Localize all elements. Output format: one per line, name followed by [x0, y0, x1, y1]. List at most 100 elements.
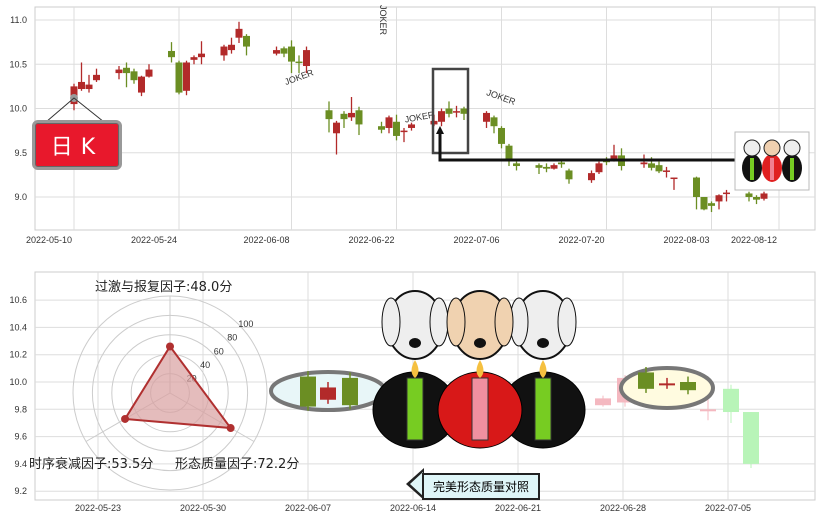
radar-polygon [123, 344, 233, 430]
candle-body [543, 166, 550, 169]
candle-body [483, 112, 490, 122]
joker-watermark: JOKER [378, 5, 388, 36]
badge-string [45, 97, 105, 123]
flame-icon [539, 360, 547, 378]
flame-icon [476, 360, 484, 378]
candle-body [565, 170, 573, 180]
y-tick-label: 9.2 [14, 486, 27, 496]
candle-body [498, 127, 505, 144]
dog-ear-icon [381, 297, 401, 347]
plot-area [34, 6, 816, 231]
y-tick-label: 10.6 [9, 295, 27, 305]
candle-body [745, 193, 753, 197]
candle-body [183, 62, 190, 91]
radar-point [226, 424, 235, 433]
candle-body [453, 111, 460, 113]
x-tick-label: 2022-07-20 [558, 235, 604, 245]
x-tick-label: 2022-06-28 [600, 503, 646, 513]
radar-ring-label: 60 [214, 346, 224, 356]
candle-body [355, 110, 363, 125]
candle-body [280, 48, 288, 54]
dog-head-icon [743, 139, 761, 157]
candle-body [85, 84, 93, 90]
x-tick-label: 2022-06-08 [243, 235, 289, 245]
candle-icon [750, 158, 754, 180]
candle-body [130, 71, 138, 81]
dog-nose-icon [537, 338, 549, 348]
candle-icon [406, 377, 424, 441]
candle-body [655, 165, 663, 172]
candle-body [385, 117, 393, 128]
candle-body [348, 112, 355, 118]
y-tick-label: 9.4 [14, 459, 27, 469]
candle-body [145, 69, 153, 77]
candle-body [700, 197, 708, 210]
x-tick-label: 2022-06-14 [390, 503, 436, 513]
candle-body [303, 50, 310, 67]
y-tick-label: 9.5 [14, 148, 27, 158]
x-tick-label: 2022-06-07 [285, 503, 331, 513]
candle-body [753, 197, 760, 200]
candle-body [325, 110, 333, 120]
candle-body [340, 113, 348, 120]
arrow-up-icon [436, 126, 444, 134]
candle-body [115, 69, 123, 74]
highlight-box [431, 67, 470, 155]
candle-body [438, 111, 445, 122]
dog-nose-icon [409, 338, 421, 348]
daily-k-badge: 日K [32, 120, 122, 170]
dog-ear-icon [494, 297, 514, 347]
candle-body [288, 46, 295, 62]
dog-head-icon [763, 139, 781, 157]
candle-body [235, 28, 243, 38]
perfect-pattern-compare-button[interactable]: 完美形态质量对照 [422, 473, 540, 500]
candle-body [220, 46, 228, 56]
candle-body [228, 44, 235, 51]
candle-body [693, 177, 700, 197]
x-tick-label: 2022-06-22 [348, 235, 394, 245]
radar-label-time-decay: 时序衰减因子:53.5分 [29, 457, 154, 472]
dog-head-icon [783, 139, 801, 157]
radar-point [166, 342, 174, 351]
connector-line [438, 132, 740, 162]
x-tick-label: 2022-05-24 [131, 235, 177, 245]
radar-point [121, 414, 130, 423]
candle-body [610, 155, 618, 160]
x-tick-label: 2022-05-23 [75, 503, 121, 513]
candle-body [175, 62, 183, 93]
candle-body [123, 67, 130, 74]
daily-candlestick-chart: 11.0 10.5 10.0 9.5 9.0 2022-05-10 2022-05-24 20… [9, 5, 816, 245]
candle-body [378, 126, 385, 130]
candle-body [723, 192, 730, 195]
faded-candle-body [723, 388, 739, 413]
pattern-candle-body [638, 372, 654, 389]
y-tick-label: 11.0 [10, 15, 27, 25]
pattern-candle-body [659, 383, 675, 386]
candle-body [168, 50, 175, 58]
radar-label-overreaction: 过激与报复因子:48.0分 [95, 280, 233, 295]
y-tick-label: 10.5 [9, 59, 27, 69]
candle-icon [534, 377, 552, 441]
candle-body [295, 61, 303, 64]
pattern-candle-body [342, 377, 358, 406]
candle-body [513, 163, 520, 167]
candle-body [198, 53, 205, 58]
x-tick-label: 2022-08-12 [731, 235, 777, 245]
candle-body [663, 170, 670, 172]
x-tick-label: 2022-05-30 [180, 503, 226, 513]
candle-body [670, 177, 678, 180]
radar-label-pattern-quality: 形态质量因子:72.2分 [175, 457, 300, 472]
candle-body [408, 124, 415, 128]
candle-body [550, 165, 558, 169]
candle-body [708, 203, 715, 206]
y-tick-label: 9.8 [14, 404, 27, 414]
x-tick-label: 2022-05-10 [26, 235, 72, 245]
pattern-candle-body [300, 376, 316, 407]
candle-body [333, 122, 340, 134]
candle-body [93, 74, 100, 81]
compare-label: 完美形态质量对照 [432, 480, 529, 494]
candle-body [78, 81, 85, 90]
pattern-candle-body [320, 387, 336, 400]
x-tick-label: 2022-07-06 [453, 235, 499, 245]
